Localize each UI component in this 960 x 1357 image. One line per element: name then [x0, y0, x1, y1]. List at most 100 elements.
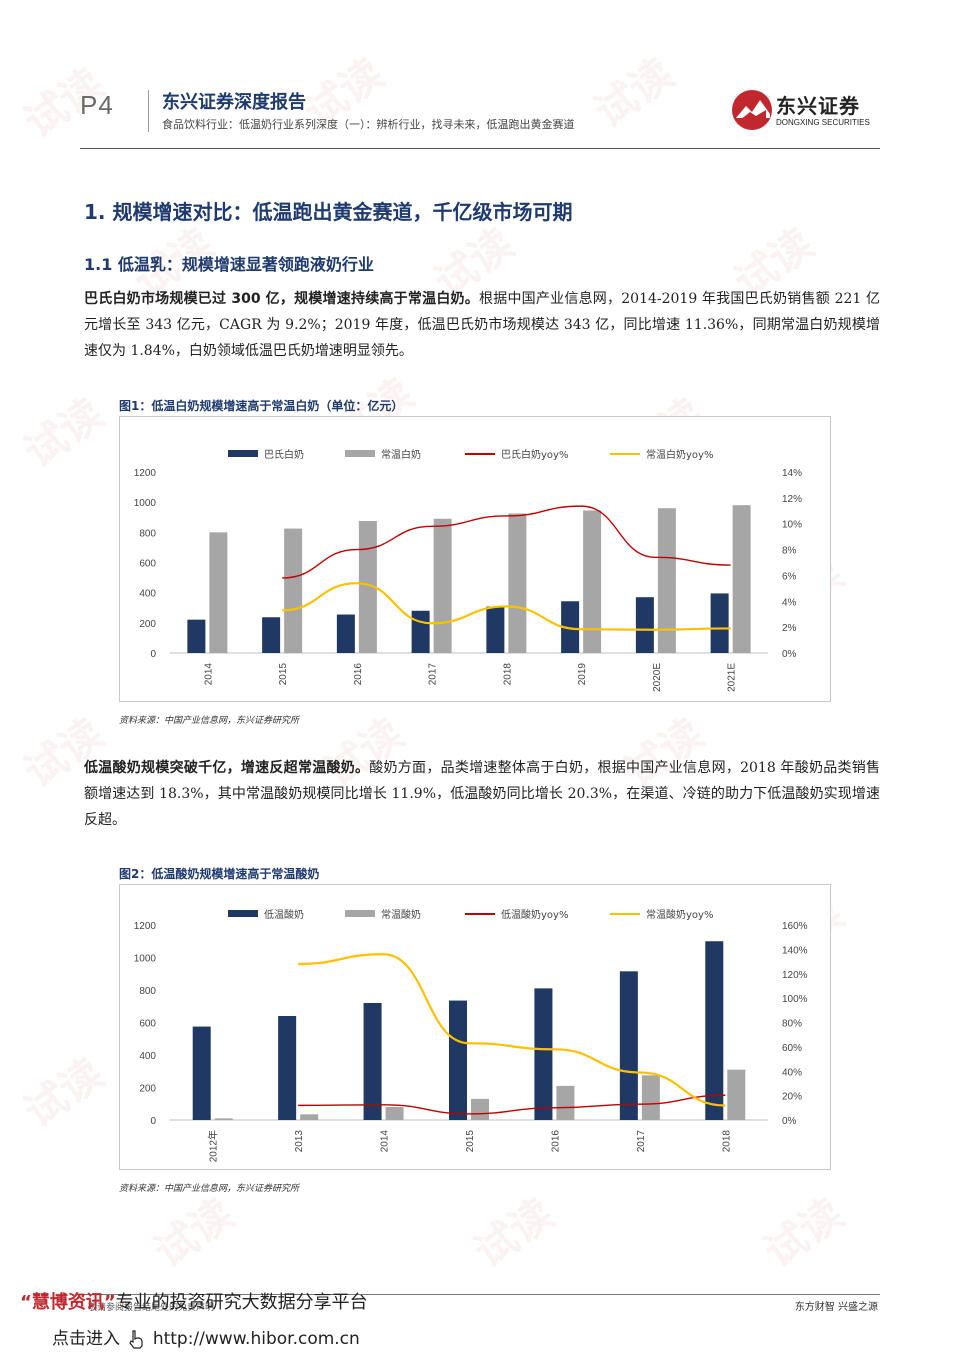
- y-right-tick-label: 100%: [782, 994, 808, 1005]
- y-left-tick-label: 400: [139, 1051, 156, 1062]
- x-tick-label: 2014: [203, 663, 214, 686]
- figure-1-source: 资料来源：中国产业信息网，东兴证券研究所: [119, 716, 300, 726]
- report-type: 东兴证券深度报告: [162, 92, 306, 113]
- x-tick-label: 2018: [721, 1130, 732, 1153]
- y-left-tick-label: 200: [139, 619, 156, 630]
- paragraph-2-lead: 低温酸奶规模突破千亿，增速反超常温酸奶。: [84, 760, 370, 776]
- legend-label: 常温白奶: [381, 448, 421, 461]
- page-footer: 敬请参阅报告结尾处的免责声明 东方财智 兴盛之源 “慧博资讯”专业的投资研究大数…: [0, 1280, 960, 1357]
- page-header: P4 东兴证券深度报告 食品饮料行业：低温奶行业系列深度（一）：辨析行业，找寻未…: [80, 86, 880, 146]
- bar-primary: [619, 971, 638, 1120]
- bar-primary: [278, 1016, 297, 1120]
- y-left-tick-label: 1200: [134, 468, 157, 479]
- bar-secondary: [732, 505, 751, 653]
- y-left-tick-label: 600: [139, 1019, 156, 1030]
- x-tick-label: 2012年: [207, 1130, 220, 1162]
- y-left-tick-label: 200: [139, 1084, 156, 1095]
- report-subtitle: 食品饮料行业：低温奶行业系列深度（一）：辨析行业，找寻未来，低温跑出黄金赛道: [162, 118, 575, 131]
- bar-secondary: [385, 1107, 404, 1120]
- section-heading: 1. 规模增速对比：低温跑出黄金赛道，千亿级市场可期: [84, 200, 573, 224]
- y-right-tick-label: 120%: [782, 970, 808, 981]
- watermark-text: 试读: [15, 1048, 113, 1138]
- pointing-hand-icon: [129, 1330, 144, 1349]
- figure-2-chart: 0 200 400 600 800 1000 1200 0% 20% 40% 60% 80% 100% 1…: [119, 884, 831, 1170]
- page-number: P4: [80, 90, 114, 120]
- subsection-heading: 1.1 低温乳：规模增速显著领跑液奶行业: [84, 255, 374, 274]
- x-tick-label: 2016: [353, 663, 364, 686]
- x-tick-label: 2017: [428, 663, 439, 686]
- footer-slogan: 东方财智 兴盛之源: [794, 1302, 878, 1313]
- y-left-tick-label: 1000: [134, 954, 157, 965]
- y-right-tick-label: 6%: [782, 571, 797, 582]
- bar-secondary: [214, 1118, 233, 1120]
- watermark-text: 试读: [755, 1188, 853, 1278]
- y-left-tick-label: 800: [139, 986, 156, 997]
- y-right-tick-label: 0%: [782, 1116, 797, 1127]
- legend-label: 常温酸奶: [381, 908, 421, 921]
- x-tick-label: 2015: [278, 663, 289, 686]
- promo-brand: “慧博资讯”: [20, 1292, 116, 1313]
- figure-1-svg: 0 200 400 600 800 1000 1200 0% 2% 4% 6% 8% 10% 12% 14%…: [134, 448, 802, 692]
- paragraph-1-body: 根据中国产业信息网，2014-2019 年我国巴氏奶销售额 221 亿元增长至 …: [84, 291, 880, 359]
- y-right-tick-label: 0%: [782, 649, 797, 660]
- header-rule: [80, 148, 880, 149]
- legend-swatch: [228, 450, 258, 457]
- bar-primary: [262, 617, 281, 653]
- watermark-text: 试读: [465, 1188, 563, 1278]
- paragraph-1-lead: 巴氏白奶市场规模已过 300 亿，规模增速持续高于常温白奶。: [84, 291, 480, 307]
- promo-link-prefix: 点击进入: [52, 1329, 120, 1349]
- bar-primary: [561, 601, 580, 653]
- promo-banner: “慧博资讯”专业的投资研究大数据分享平台: [20, 1288, 368, 1314]
- bar-primary: [486, 606, 505, 653]
- legend-label: 低温酸奶: [264, 908, 304, 921]
- bar-secondary: [433, 518, 452, 653]
- x-tick-label: 2019: [577, 663, 588, 686]
- y-right-tick-label: 10%: [782, 520, 802, 531]
- legend-label: 常温酸奶yoy%: [646, 908, 713, 921]
- bar-secondary: [641, 1075, 660, 1120]
- y-left-tick-label: 400: [139, 589, 156, 600]
- bar-secondary: [300, 1114, 319, 1120]
- y-right-tick-label: 20%: [782, 1092, 802, 1103]
- paragraph-1: 巴氏白奶市场规模已过 300 亿，规模增速持续高于常温白奶。根据中国产业信息网，…: [84, 286, 880, 364]
- bar-secondary: [471, 1098, 489, 1120]
- legend-swatch: [345, 910, 375, 917]
- y-right-tick-label: 2%: [782, 623, 797, 634]
- promo-text: 专业的投资研究大数据分享平台: [115, 1292, 368, 1313]
- y-left-tick-label: 600: [139, 559, 156, 570]
- x-tick-label: 2016: [550, 1130, 561, 1153]
- bar-primary: [336, 614, 355, 653]
- y-left-tick-label: 0: [150, 1116, 156, 1127]
- bar-primary: [187, 619, 206, 653]
- figure-1-title: 图1：低温白奶规模增速高于常温白奶（单位：亿元）: [119, 399, 404, 413]
- legend-label: 低温酸奶yoy%: [501, 908, 568, 921]
- figure-2-svg: 0 200 400 600 800 1000 1200 0% 20% 40% 60% 80% 100% 1…: [134, 908, 808, 1162]
- x-tick-label: 2014: [380, 1130, 391, 1153]
- y-right-tick-label: 8%: [782, 546, 797, 557]
- footer-rule: [80, 1294, 880, 1295]
- y-left-tick-label: 800: [139, 528, 156, 539]
- paragraph-2: 低温酸奶规模突破千亿，增速反超常温酸奶。酸奶方面，品类增速整体高于白奶，根据中国…: [84, 755, 880, 833]
- bar-primary: [710, 593, 729, 653]
- bar-primary: [192, 1026, 211, 1120]
- bar-secondary: [727, 1069, 746, 1120]
- y-right-tick-label: 140%: [782, 945, 808, 956]
- bar-secondary: [657, 508, 676, 653]
- bar-secondary: [358, 521, 377, 653]
- promo-link-row[interactable]: 点击进入 http://www.hibor.com.cn: [52, 1324, 360, 1349]
- header-divider: [148, 90, 149, 132]
- logo-name: 东兴证券: [776, 94, 860, 118]
- y-right-tick-label: 160%: [782, 921, 808, 932]
- y-left-tick-label: 0: [150, 649, 156, 660]
- legend-label: 巴氏白奶yoy%: [501, 448, 568, 461]
- bar-secondary: [209, 532, 228, 653]
- footer-disclaimer: 敬请参阅报告结尾处的免责声明: [88, 1303, 215, 1313]
- bar-secondary: [284, 528, 303, 653]
- watermark-text: 试读: [15, 388, 113, 478]
- series-line-primary: [298, 1094, 726, 1115]
- y-left-tick-label: 1000: [134, 498, 157, 509]
- x-tick-label: 2013: [294, 1130, 305, 1153]
- promo-link-url[interactable]: http://www.hibor.com.cn: [152, 1329, 360, 1349]
- y-right-tick-label: 14%: [782, 468, 802, 479]
- y-left-tick-label: 1200: [134, 921, 157, 932]
